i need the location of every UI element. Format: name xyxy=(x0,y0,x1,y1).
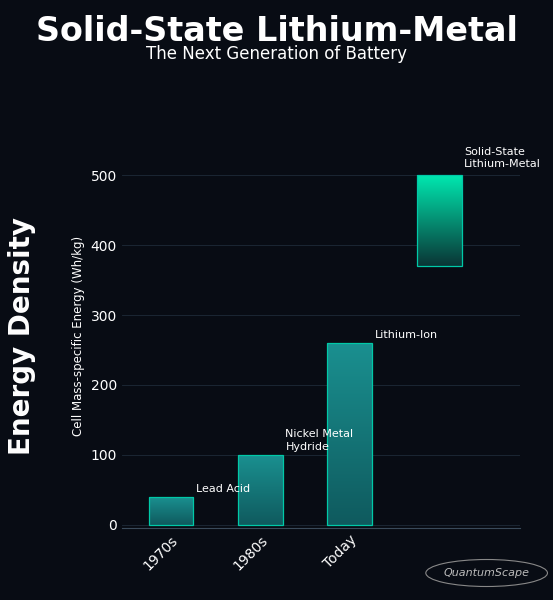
Bar xyxy=(417,175,462,266)
Text: Lead Acid: Lead Acid xyxy=(196,484,250,494)
Y-axis label: Cell Mass-specific Energy (Wh/kg): Cell Mass-specific Energy (Wh/kg) xyxy=(72,236,85,436)
Text: Energy Density: Energy Density xyxy=(8,217,36,455)
Text: Lithium-Ion: Lithium-Ion xyxy=(375,330,438,340)
Text: The Next Generation of Battery: The Next Generation of Battery xyxy=(146,45,407,63)
Bar xyxy=(149,497,193,524)
Text: QuantumScape: QuantumScape xyxy=(444,568,530,578)
Text: Nickel Metal
Hydride: Nickel Metal Hydride xyxy=(285,430,353,452)
Bar xyxy=(238,455,283,524)
Bar xyxy=(327,343,372,524)
Text: Solid-State Lithium-Metal: Solid-State Lithium-Metal xyxy=(35,15,518,48)
Text: Solid-State
Lithium-Metal: Solid-State Lithium-Metal xyxy=(465,147,541,169)
